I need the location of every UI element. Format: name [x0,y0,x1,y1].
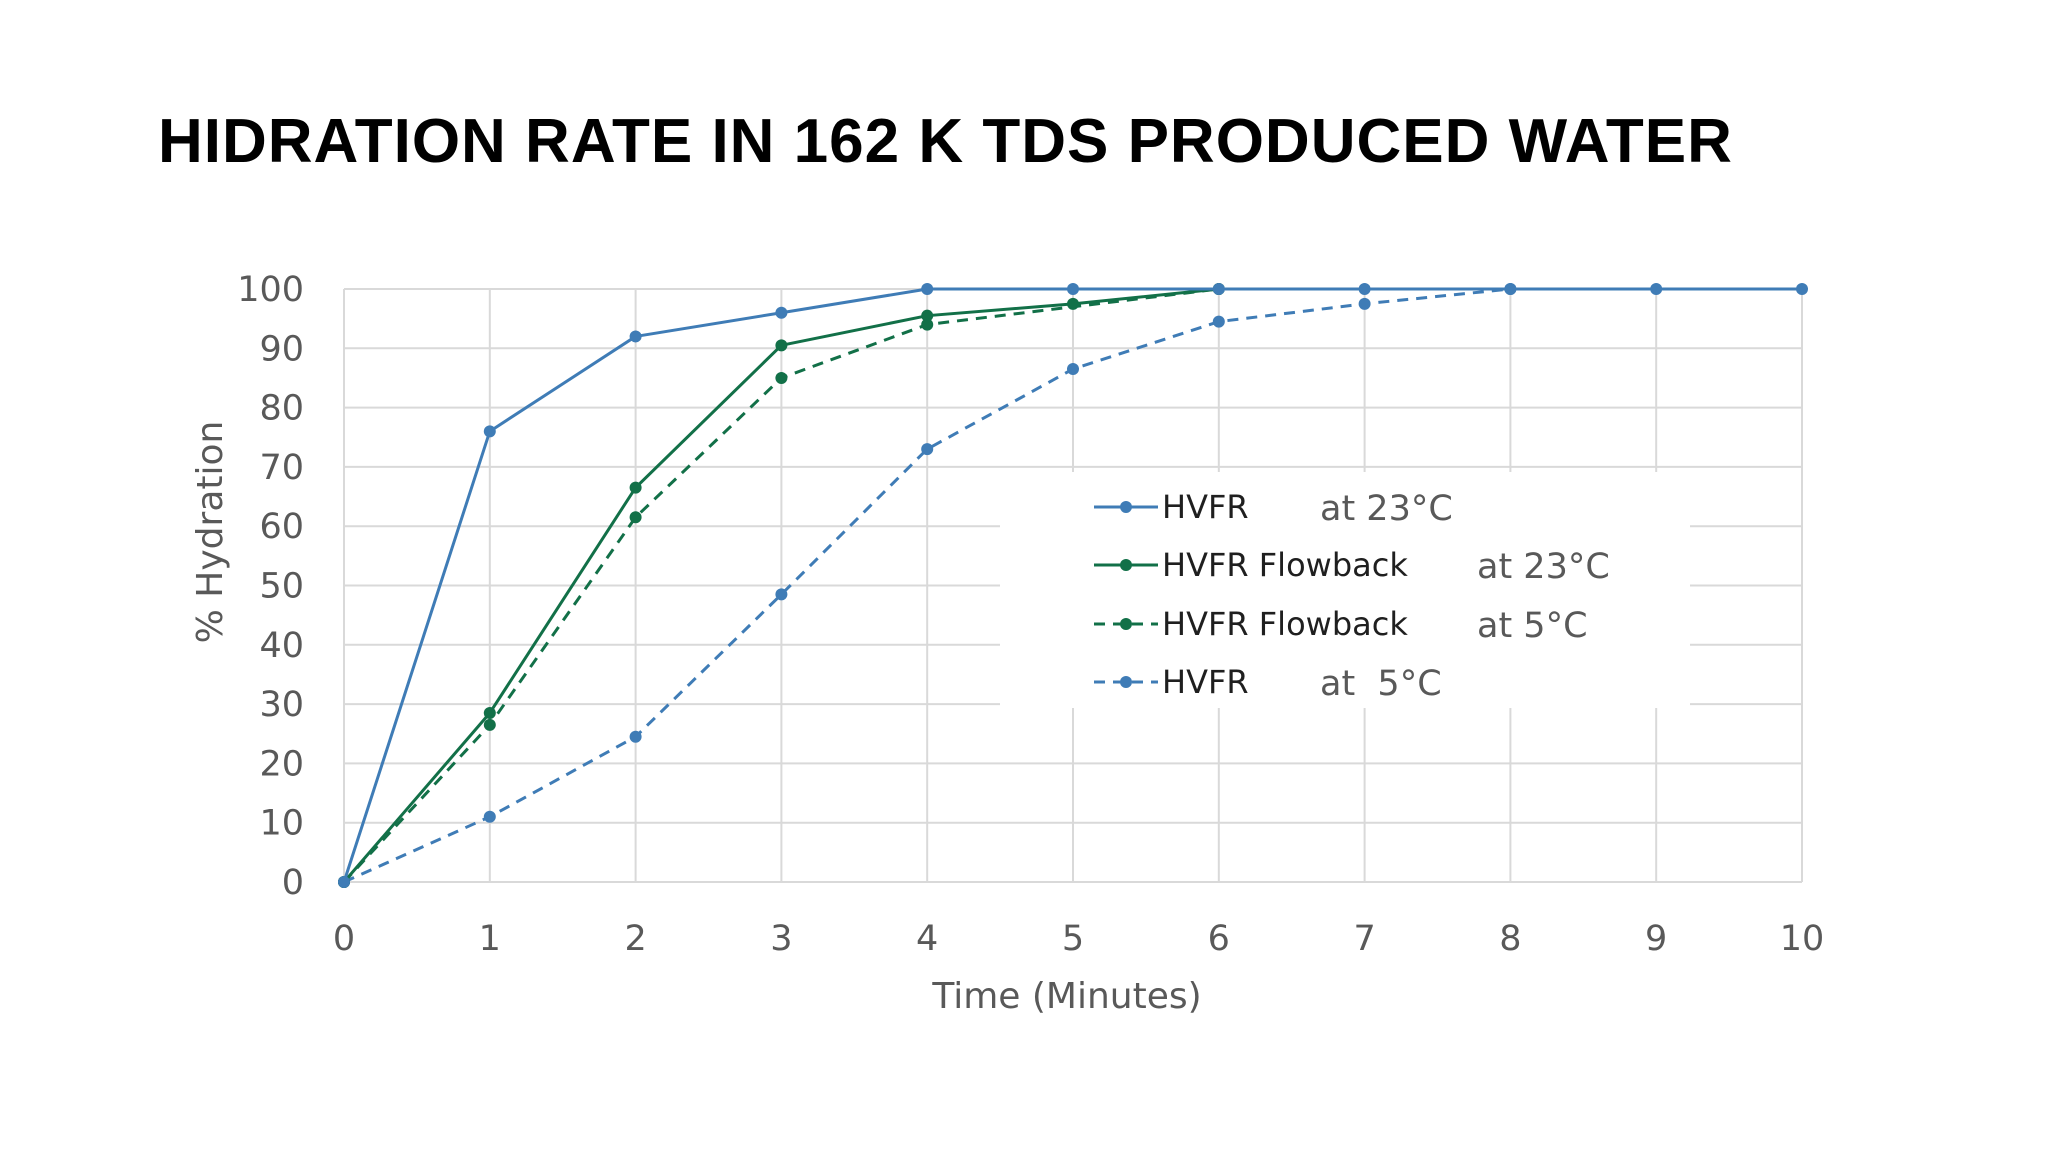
data-point [1358,297,1371,310]
y-tick-label: 40 [259,626,304,666]
data-point [1067,363,1079,376]
data-point [775,339,788,352]
y-tick-label: 100 [237,270,304,310]
data-point [1067,297,1079,310]
x-tick-label: 8 [1499,919,1521,959]
chart-series [338,283,1808,888]
x-tick-label: 1 [479,919,501,959]
series-1 [338,283,1225,888]
y-tick-label: 80 [259,389,304,429]
data-point [921,283,934,295]
x-tick-label: 4 [916,919,938,959]
series-line-2 [342,287,1219,884]
data-point [1067,283,1079,295]
y-tick-label: 0 [282,863,304,903]
x-tick-label: 5 [1062,919,1084,959]
y-tick-label: 30 [259,685,304,725]
y-tick-label: 90 [259,329,304,369]
data-point [1796,283,1808,295]
data-point [921,309,934,322]
x-tick-label: 0 [333,919,355,959]
legend-entry-label: HVFR [1162,663,1249,701]
data-point [483,425,496,438]
data-point [1504,283,1517,295]
data-point [629,330,642,343]
legend-swatch-marker [1120,618,1132,630]
data-point [1358,283,1371,295]
data-point [629,730,642,743]
data-point [1650,283,1663,295]
data-point [775,371,788,384]
legend-background [1000,472,1690,708]
legend-entry-note: at 23°C [1477,547,1610,587]
data-point [921,443,934,456]
data-point [338,876,350,888]
data-point [483,810,496,823]
data-point [629,481,642,494]
legend-entry-note: at 23°C [1320,489,1453,529]
y-axis-label: % Hydration [190,421,231,644]
y-tick-label: 10 [259,804,304,844]
x-tick-label: 3 [770,919,792,959]
legend-swatch-marker [1120,501,1132,513]
y-axis-ticks: 0 10 20 30 40 50 60 70 80 90 100 [237,270,304,903]
legend-swatch-marker [1120,676,1132,688]
legend-entry-note: at 5°C [1320,664,1442,704]
chart-legend: HVFR at 23°C HVFR Flowback at 23°C HVFR Flow… [1000,472,1690,708]
x-tick-label: 9 [1645,919,1667,959]
x-tick-label: 10 [1780,919,1825,959]
x-tick-label: 6 [1208,919,1230,959]
data-point [921,318,934,331]
y-tick-label: 50 [259,567,304,607]
data-point [483,706,496,719]
series-0 [338,283,1808,888]
data-point [483,718,496,731]
data-point [775,306,788,319]
data-point [629,511,642,524]
legend-entry-note: at 5°C [1477,606,1588,646]
x-axis-label: Time (Minutes) [931,976,1201,1017]
x-axis-ticks: 0 1 2 3 4 5 6 7 8 9 10 [333,919,1824,959]
legend-entry-label: HVFR [1162,488,1249,526]
x-tick-label: 2 [624,919,646,959]
series-line-3 [343,287,1511,884]
y-tick-label: 70 [259,448,304,488]
y-tick-label: 20 [259,744,304,784]
y-tick-label: 60 [259,507,304,547]
data-point [1212,315,1225,328]
legend-entry-label: HVFR Flowback [1162,605,1408,643]
legend-swatch-marker [1120,559,1132,571]
x-tick-label: 7 [1353,919,1375,959]
legend-entry-label: HVFR Flowback [1162,546,1408,584]
data-point [775,588,788,601]
slide-title: HIDRATION RATE IN 162 K TDS PRODUCED WAT… [158,107,1733,176]
data-point [1212,283,1225,295]
